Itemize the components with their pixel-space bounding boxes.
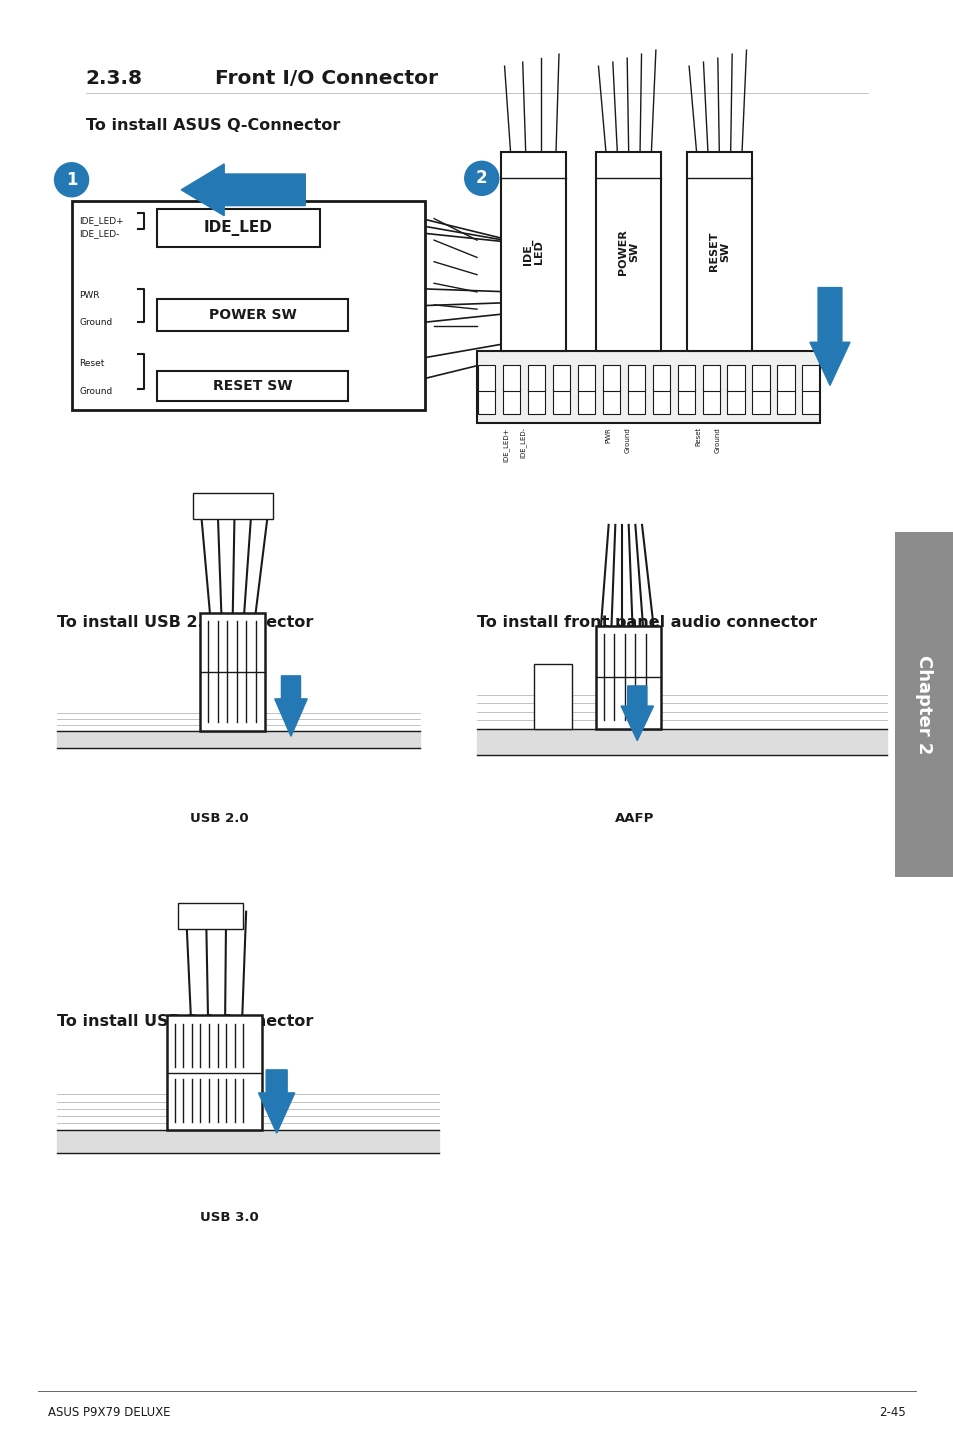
- Text: PWR: PWR: [605, 427, 611, 443]
- Text: To install USB 3.0 Connector: To install USB 3.0 Connector: [57, 1014, 314, 1028]
- Bar: [801, 365, 819, 391]
- Bar: [193, 493, 273, 519]
- Bar: [752, 388, 769, 414]
- Text: Front I/O Connector: Front I/O Connector: [214, 69, 437, 88]
- Bar: [578, 388, 595, 414]
- Text: USB 3.0: USB 3.0: [199, 1211, 258, 1224]
- Bar: [477, 365, 495, 391]
- FancyArrow shape: [620, 686, 653, 741]
- Text: 2.3.8: 2.3.8: [86, 69, 143, 88]
- Circle shape: [54, 162, 89, 197]
- Text: IDE_LED-: IDE_LED-: [79, 229, 120, 239]
- Bar: [534, 664, 572, 729]
- Bar: [500, 152, 565, 351]
- Text: IDE_LED: IDE_LED: [204, 220, 273, 236]
- Bar: [627, 365, 644, 391]
- Bar: [157, 210, 319, 247]
- Bar: [652, 388, 669, 414]
- Bar: [502, 365, 519, 391]
- Bar: [596, 626, 660, 729]
- Bar: [686, 152, 751, 351]
- Bar: [476, 351, 820, 423]
- Text: 1: 1: [66, 171, 77, 188]
- Bar: [602, 365, 619, 391]
- Text: AAFP: AAFP: [614, 812, 654, 825]
- Bar: [894, 532, 953, 877]
- Bar: [727, 365, 744, 391]
- Text: IDE_
LED: IDE_ LED: [522, 239, 543, 265]
- Circle shape: [464, 161, 498, 196]
- Text: To install USB 2.0 Connector: To install USB 2.0 Connector: [57, 615, 314, 630]
- Bar: [502, 388, 519, 414]
- Bar: [777, 365, 794, 391]
- Text: 2-45: 2-45: [879, 1406, 905, 1419]
- Bar: [71, 201, 424, 410]
- Text: RESET SW: RESET SW: [213, 380, 293, 394]
- Text: 2: 2: [476, 170, 487, 187]
- Bar: [527, 388, 544, 414]
- Text: IDE_LED-: IDE_LED-: [518, 427, 526, 459]
- Bar: [677, 388, 694, 414]
- Bar: [578, 365, 595, 391]
- Bar: [477, 388, 495, 414]
- FancyArrow shape: [258, 1070, 294, 1133]
- Text: Reset: Reset: [695, 427, 700, 446]
- Bar: [527, 365, 544, 391]
- Text: Chapter 2: Chapter 2: [915, 654, 932, 755]
- Text: PWR: PWR: [79, 290, 100, 299]
- FancyArrow shape: [809, 288, 849, 385]
- Bar: [677, 365, 694, 391]
- Bar: [627, 388, 644, 414]
- Text: USB 2.0: USB 2.0: [190, 812, 249, 825]
- Bar: [596, 152, 660, 351]
- Bar: [157, 371, 348, 401]
- Bar: [178, 903, 243, 929]
- Bar: [727, 388, 744, 414]
- Text: IDE_LED+: IDE_LED+: [501, 427, 509, 462]
- Text: ASUS P9X79 DELUXE: ASUS P9X79 DELUXE: [48, 1406, 170, 1419]
- FancyArrow shape: [181, 164, 305, 216]
- FancyArrow shape: [274, 676, 307, 736]
- Text: Ground: Ground: [79, 387, 112, 395]
- Bar: [157, 299, 348, 331]
- Bar: [167, 1015, 262, 1130]
- Text: POWER SW: POWER SW: [209, 308, 296, 322]
- Bar: [701, 365, 719, 391]
- Text: RESET
SW: RESET SW: [708, 232, 729, 272]
- Text: POWER
SW: POWER SW: [618, 229, 639, 275]
- Text: Reset: Reset: [79, 360, 105, 368]
- Bar: [552, 388, 569, 414]
- Text: Ground: Ground: [624, 427, 630, 453]
- Text: To install front panel audio connector: To install front panel audio connector: [476, 615, 817, 630]
- Bar: [752, 365, 769, 391]
- Text: Ground: Ground: [79, 318, 112, 326]
- Bar: [652, 365, 669, 391]
- Bar: [602, 388, 619, 414]
- Bar: [777, 388, 794, 414]
- Bar: [801, 388, 819, 414]
- Bar: [200, 613, 265, 731]
- Text: Ground: Ground: [714, 427, 720, 453]
- Text: IDE_LED+: IDE_LED+: [79, 216, 124, 226]
- Bar: [701, 388, 719, 414]
- Bar: [552, 365, 569, 391]
- Text: To install ASUS Q-Connector: To install ASUS Q-Connector: [86, 118, 340, 132]
